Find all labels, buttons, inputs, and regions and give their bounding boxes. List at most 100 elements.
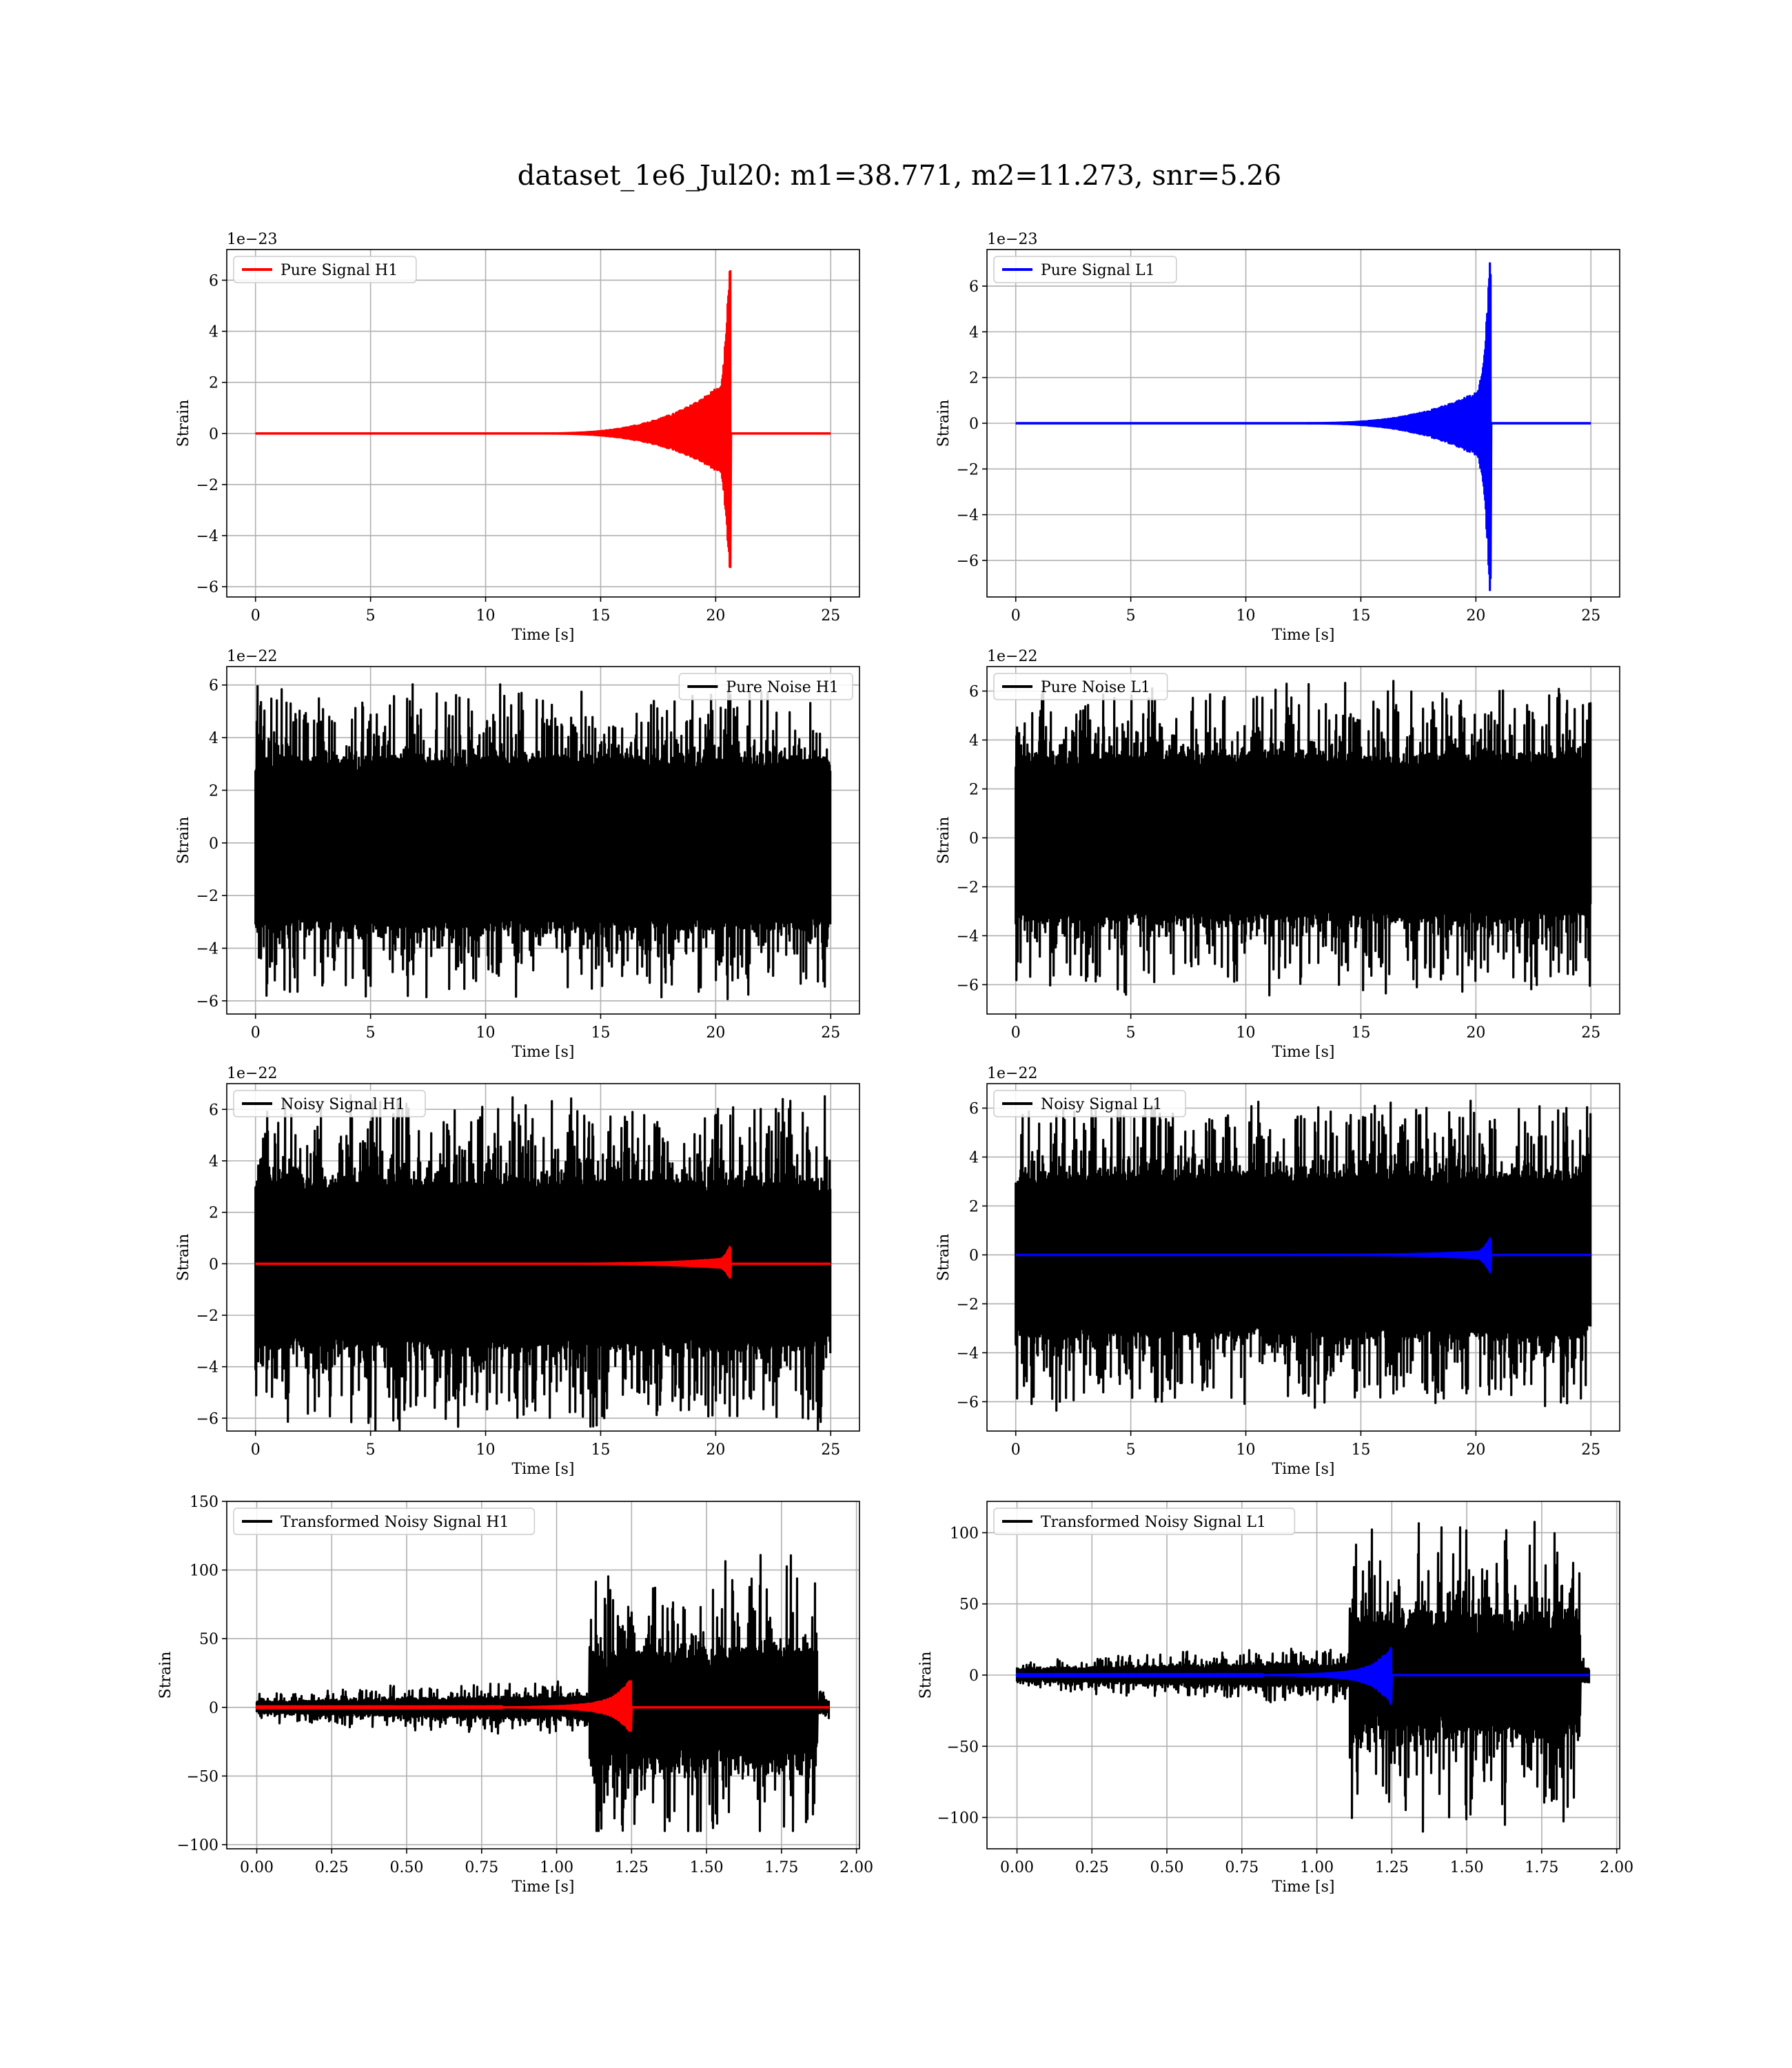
- series-line-pure-noise-l1: [1015, 679, 1592, 997]
- legend-box: [233, 1090, 426, 1117]
- y-tick-label: 0: [209, 426, 218, 443]
- x-tick-label: 10: [1236, 607, 1256, 625]
- subplot-pure-signal-h1: 0 5 10 15 20 25 Time [s] −6 −4 −2 0 2 4 6 Strain 1e−23P…: [175, 231, 860, 644]
- y-offset-text: 1e−22: [227, 1065, 277, 1082]
- y-tick-label: 4: [969, 732, 979, 749]
- x-tick-label: 1.75: [764, 1859, 798, 1876]
- y-tick-label: 0: [209, 1700, 218, 1717]
- y-tick-label: −4: [957, 1345, 979, 1362]
- y-axis: −100 −50 0 50 100 Strain: [917, 1525, 987, 1827]
- y-tick-label: −50: [187, 1768, 218, 1785]
- x-axis: 0 5 10 15 20 25 Time [s]: [1011, 597, 1600, 644]
- series-group: [1015, 1099, 1592, 1412]
- y-axis-label: Strain: [917, 1652, 935, 1699]
- x-tick-label: 15: [1351, 607, 1370, 625]
- y-tick-label: −2: [196, 888, 218, 905]
- y-tick-label: 4: [969, 324, 979, 341]
- x-axis: 0.00 0.25 0.50 0.75 1.00 1.25 1.50 1.75 2.00 Time…: [1000, 1849, 1633, 1896]
- legend-box: [993, 256, 1177, 283]
- y-tick-label: −4: [196, 1359, 218, 1377]
- x-tick-label: 0: [251, 1024, 261, 1042]
- x-tick-label: 15: [591, 607, 610, 625]
- series-group: [1015, 262, 1591, 591]
- x-tick-label: 10: [476, 1024, 496, 1042]
- y-axis: −6 −4 −2 0 2 4 6 Strain 1e−22: [175, 1065, 277, 1428]
- subplot-pure-noise-l1: 0 5 10 15 20 25 Time [s] −6 −4 −2 0 2 4 6 Strain 1e−22P…: [935, 648, 1620, 1061]
- y-tick-label: 4: [209, 730, 218, 747]
- x-tick-label: 0: [1011, 1441, 1021, 1459]
- axes-frame: [226, 1083, 860, 1432]
- x-axis-label: Time [s]: [1272, 1461, 1334, 1478]
- legend: Pure Noise H1: [678, 673, 853, 700]
- legend-label: Transformed Noisy Signal H1: [281, 1514, 509, 1531]
- x-tick-label: 20: [706, 607, 725, 625]
- y-tick-label: −6: [957, 1394, 979, 1411]
- x-axis: 0 5 10 15 20 25 Time [s]: [1011, 1431, 1600, 1478]
- subplot-transformed-noisy-signal-h1: 0.00 0.25 0.50 0.75 1.00 1.25 1.50 1.75 2.00 Time…: [157, 1494, 873, 1896]
- legend-box: [678, 673, 853, 700]
- y-offset-text: 1e−23: [227, 231, 277, 248]
- legend-label: Noisy Signal L1: [1041, 1096, 1162, 1113]
- legend: Noisy Signal L1: [993, 1090, 1186, 1117]
- y-axis: −6 −4 −2 0 2 4 6 Strain 1e−22: [935, 1065, 1037, 1411]
- y-tick-label: 6: [969, 1100, 979, 1117]
- series-line-transformed-noisy-signal-h1: [255, 1554, 831, 1832]
- y-tick-label: −2: [957, 1296, 979, 1313]
- x-tick-label: 1.25: [615, 1859, 649, 1876]
- y-tick-label: 6: [209, 678, 218, 695]
- y-offset-text: 1e−22: [227, 648, 277, 665]
- x-tick-label: 1.75: [1525, 1859, 1558, 1876]
- x-tick-label: 25: [821, 1441, 840, 1459]
- x-tick-label: 15: [591, 1024, 610, 1042]
- axes-frame: [226, 666, 860, 1015]
- y-axis: −6 −4 −2 0 2 4 6 Strain 1e−22: [935, 648, 1037, 994]
- x-tick-label: 5: [366, 1441, 376, 1459]
- x-tick-label: 2.00: [1600, 1859, 1633, 1876]
- y-tick-label: 2: [209, 782, 218, 800]
- x-tick-label: 0: [1011, 607, 1021, 625]
- x-tick-label: 25: [821, 1024, 840, 1042]
- x-tick-label: 1.00: [1300, 1859, 1334, 1876]
- y-tick-label: 0: [969, 416, 979, 433]
- y-axis-label: Strain: [935, 1234, 953, 1281]
- y-tick-label: 4: [209, 1153, 218, 1170]
- axes-frame: [226, 249, 860, 598]
- x-tick-label: 0.75: [1225, 1859, 1259, 1876]
- x-axis: 0 5 10 15 20 25 Time [s]: [251, 597, 840, 644]
- x-tick-label: 5: [366, 1024, 376, 1042]
- y-tick-label: −4: [196, 528, 218, 545]
- y-tick-label: −6: [196, 579, 218, 596]
- x-axis-label: Time [s]: [1272, 627, 1334, 644]
- y-tick-label: 0: [209, 835, 218, 853]
- y-tick-label: 150: [190, 1494, 218, 1511]
- y-offset-text: 1e−22: [987, 1065, 1037, 1082]
- x-axis: 0 5 10 15 20 25 Time [s]: [1011, 1014, 1600, 1061]
- legend-box: [233, 256, 417, 283]
- series-group: [255, 1554, 831, 1832]
- legend-label: Pure Signal H1: [281, 262, 398, 279]
- legend-box: [993, 1090, 1186, 1117]
- series-group: [254, 1094, 832, 1431]
- x-tick-label: 5: [1126, 1024, 1136, 1042]
- x-tick-label: 10: [476, 1441, 496, 1459]
- y-tick-label: 6: [969, 683, 979, 700]
- y-axis-label: Strain: [175, 400, 192, 447]
- x-tick-label: 15: [1351, 1441, 1370, 1459]
- x-tick-label: 0: [251, 607, 261, 625]
- y-axis: −6 −4 −2 0 2 4 6 Strain 1e−23: [175, 231, 277, 596]
- x-tick-label: 0.50: [390, 1859, 424, 1876]
- x-tick-label: 20: [1466, 1024, 1485, 1042]
- y-tick-label: −4: [957, 928, 979, 945]
- y-tick-label: 2: [969, 1198, 979, 1215]
- x-tick-label: 0.50: [1150, 1859, 1184, 1876]
- x-axis: 0 5 10 15 20 25 Time [s]: [251, 1431, 840, 1478]
- x-axis-label: Time [s]: [1272, 1044, 1334, 1061]
- subplot-pure-noise-h1: 0 5 10 15 20 25 Time [s] −6 −4 −2 0 2 4 6 Strain 1e−22 P…: [175, 648, 860, 1061]
- x-tick-label: 0: [1011, 1024, 1021, 1042]
- x-tick-label: 15: [591, 1441, 610, 1459]
- y-tick-label: 2: [969, 781, 979, 798]
- axes-frame: [986, 666, 1620, 1015]
- legend-label: Noisy Signal H1: [281, 1096, 405, 1113]
- subplot-transformed-noisy-signal-l1: 0.00 0.25 0.50 0.75 1.00 1.25 1.50 1.75 2.00 Time…: [917, 1501, 1633, 1896]
- x-tick-label: 25: [1581, 607, 1600, 625]
